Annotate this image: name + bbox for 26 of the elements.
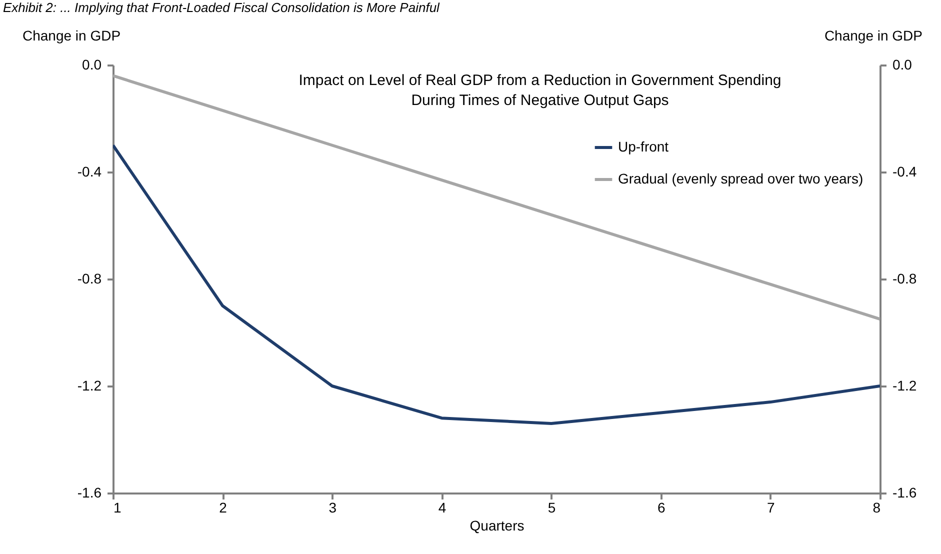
y2-tick-label: -1.6	[892, 484, 917, 500]
x-axis-title: Quarters	[470, 518, 524, 534]
legend-label: Up-front	[618, 138, 669, 154]
x-tick-label: 1	[114, 500, 122, 516]
text: Impact on Level of Real GDP from a Reduction in Government Spending During Times of Negative Output Gaps	[298, 72, 782, 109]
x-tick-label: 6	[657, 500, 666, 516]
y-tick-label: -0.8	[77, 270, 102, 286]
x-tick-label: 5	[548, 500, 556, 516]
y2-tick-label: -0.8	[892, 270, 917, 286]
y2-tick-label: 0.0	[892, 56, 912, 72]
line-series	[113, 74, 880, 321]
chart-title: Exhibit 2: ... Implying that Front-Loaded Fiscal Consolidation is More Painful	[3, 0, 441, 15]
y2-tick-label: -1.2	[892, 378, 917, 394]
x-tick-label: 7	[767, 500, 776, 516]
y-tick-label: 0.0	[82, 56, 102, 72]
x-tick-label: 3	[328, 500, 337, 516]
y2-axis-title: Change in GDP	[824, 28, 922, 44]
y2-tick-label: -0.4	[892, 164, 917, 180]
y-tick-label: -0.4	[77, 164, 102, 180]
x-tick-label: 2	[219, 500, 228, 516]
x-tick-label: 8	[872, 500, 881, 516]
y-tick-label: -1.2	[77, 378, 102, 394]
legend-label: Gradual (evenly spread over two years)	[618, 170, 864, 186]
y-tick-label: -1.6	[77, 484, 102, 500]
x-tick-label: 4	[438, 500, 446, 516]
y-axis-title: Change in GDP	[22, 28, 121, 44]
